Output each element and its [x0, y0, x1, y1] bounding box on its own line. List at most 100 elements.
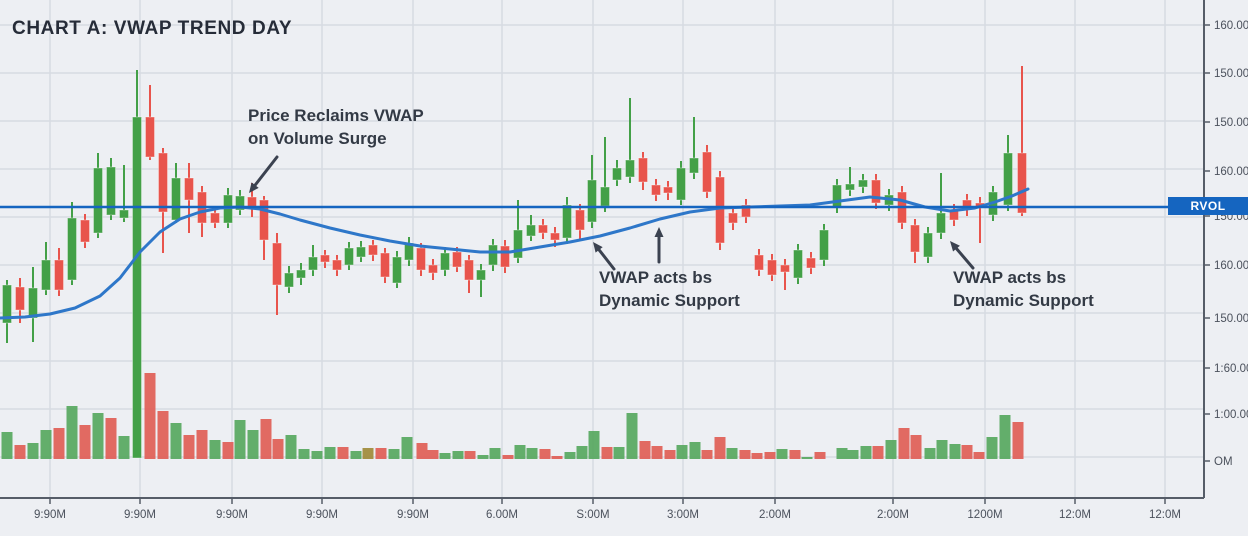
candle-up	[296, 269, 306, 279]
volume-bar	[260, 419, 272, 459]
y-axis-tick-label: 1:00.00	[1214, 409, 1248, 421]
candle-up	[612, 167, 622, 181]
volume-bar	[118, 436, 130, 459]
grid-lines	[0, 0, 1204, 498]
candle-up	[106, 166, 116, 216]
annotation-line: VWAP acts bs	[953, 268, 1067, 287]
candle-up	[41, 259, 51, 291]
candle-up	[440, 252, 450, 271]
candle-up	[344, 247, 354, 266]
arrow-head	[950, 241, 960, 252]
volume-bar	[337, 447, 349, 459]
candle-down	[259, 199, 269, 241]
volume-bar	[701, 450, 713, 459]
volume-bar	[489, 448, 501, 459]
candle-down	[702, 151, 712, 193]
candle-up	[526, 224, 536, 237]
candle-up	[513, 229, 523, 259]
candle-down	[464, 259, 474, 281]
candle-up	[2, 284, 12, 324]
y-axis-tick-label: OM	[1214, 456, 1233, 468]
volume-bar	[973, 452, 985, 459]
volume-bar	[751, 453, 763, 459]
candle-up	[562, 204, 572, 239]
volume-bar	[183, 435, 195, 459]
candle-up	[119, 209, 129, 219]
volume-bar	[847, 450, 859, 459]
volume-bar	[416, 443, 428, 459]
candle-up	[600, 186, 610, 207]
volume-bar	[910, 435, 922, 459]
volume-bar	[324, 447, 336, 459]
volume-bar	[222, 442, 234, 459]
volume-bar	[477, 455, 489, 459]
volume-bar	[350, 451, 362, 459]
candle-up	[845, 183, 855, 191]
candle-up	[587, 179, 597, 223]
volume-bar	[961, 445, 973, 459]
candle-down	[247, 196, 257, 208]
vwap-line	[0, 187, 1030, 320]
annotation-price-reclaims-vwap: Price Reclaims VWAP on Volume Surge	[248, 104, 424, 151]
volume-bar	[1012, 422, 1024, 459]
candle-down	[1017, 152, 1027, 214]
volume-bar	[764, 452, 776, 459]
candle-up	[488, 244, 498, 266]
candle-up	[308, 256, 318, 271]
annotation-line: on Volume Surge	[248, 129, 387, 149]
y-axis-tick-label: 1:60.00	[1214, 363, 1248, 375]
y-axis-labels: 160.00150.00150.00160.00150.00160.00150.…	[1204, 20, 1248, 468]
volume-bar	[79, 425, 91, 459]
volume-bar	[613, 447, 625, 459]
candle-up	[819, 229, 829, 261]
candle-down	[210, 212, 220, 224]
candle-up	[356, 246, 366, 258]
candle-down	[780, 264, 790, 273]
volume-bar	[726, 448, 738, 459]
volume-bar	[949, 444, 961, 459]
volume-bar	[814, 452, 826, 459]
candle-up	[28, 287, 38, 319]
volume-bar	[872, 446, 884, 459]
volume-bar	[936, 440, 948, 459]
volume-bar	[27, 443, 39, 459]
volume-bar	[170, 423, 182, 459]
candles	[2, 66, 1027, 459]
volume-bar	[157, 411, 169, 459]
y-axis-tick-label: 160.00	[1214, 20, 1248, 32]
volume-bar	[14, 445, 26, 459]
candle-down	[428, 264, 438, 274]
volume-bar	[689, 442, 701, 459]
candle-down	[754, 254, 764, 271]
candle-up	[476, 269, 486, 281]
candle-down	[550, 232, 560, 241]
chart-title: CHART A: VWAP TREND DAY	[12, 18, 293, 39]
candle-down	[416, 247, 426, 271]
annotation-vwap-dynamic-support-2: VWAP acts bs Dynamic Support	[953, 266, 1094, 313]
x-axis-tick-label: 9:90M	[216, 509, 248, 521]
volume-bar	[898, 428, 910, 459]
volume-bar	[105, 418, 117, 459]
x-axis-tick-label: 2:00M	[877, 509, 909, 521]
candle-down	[806, 257, 816, 269]
volume-bar	[247, 430, 259, 459]
candle-down	[332, 259, 342, 271]
candle-down	[651, 184, 661, 196]
volume-bar	[789, 450, 801, 459]
candle-down	[158, 152, 168, 213]
candle-up	[132, 116, 142, 459]
volume-bar	[551, 456, 563, 459]
volume-bar	[576, 446, 588, 459]
candle-down	[741, 204, 751, 218]
x-axis-tick-label: 9:90M	[34, 509, 66, 521]
volume-bar	[464, 451, 476, 459]
volume-bar	[92, 413, 104, 459]
volume-bar	[776, 449, 788, 459]
candle-down	[638, 157, 648, 183]
volume-bar	[502, 455, 514, 459]
candle-down	[663, 186, 673, 194]
candle-down	[272, 242, 282, 286]
candle-up	[625, 159, 635, 178]
volume-bar	[196, 430, 208, 459]
volume-bar	[401, 437, 413, 459]
